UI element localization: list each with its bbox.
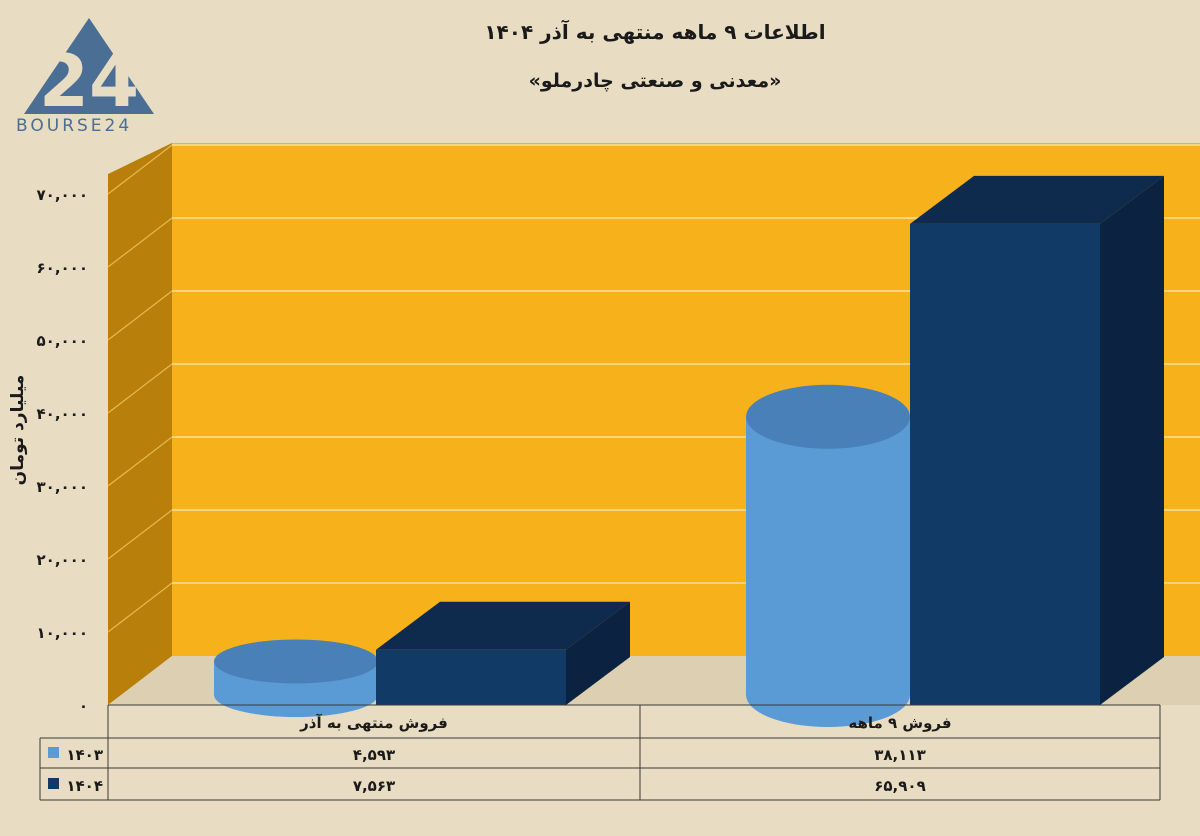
bar-1403-cat1 <box>214 639 378 717</box>
category-label: فروش ۹ ماهه <box>848 714 951 732</box>
chart-title: اطلاعات ۹ ماهه منتهی به آذر ۱۴۰۴ <box>484 20 826 44</box>
gridline-side <box>107 144 173 195</box>
data-label: ۳۸,۱۱۳ <box>874 746 925 764</box>
data-label: ۶۵,۹۰۹ <box>874 777 925 795</box>
gridline-side <box>107 217 173 268</box>
legend-label: ۱۴۰۴ <box>66 777 103 795</box>
gridline-side <box>107 509 173 560</box>
y-tick-label: ۵۰,۰۰۰ <box>37 332 88 350</box>
y-tick-label: ۷۰,۰۰۰ <box>37 186 88 204</box>
data-label: ۷,۵۶۳ <box>353 777 395 795</box>
y-tick-label: ۶۰,۰۰۰ <box>37 259 88 277</box>
bar-1403-cat2 <box>746 384 910 727</box>
y-tick-label: ۳۰,۰۰۰ <box>37 478 88 496</box>
legend-swatch <box>48 778 59 789</box>
bar-1404-cat2 <box>910 175 1164 705</box>
gridline-side <box>107 582 173 633</box>
gridline-side <box>107 290 173 341</box>
chart-subtitle: «معدنی و صنعتی چادرملو» <box>528 70 782 92</box>
svg-text:24: 24 <box>39 39 139 123</box>
category-label: فروش منتهی به آذر <box>299 714 448 732</box>
y-tick-label: ۰ <box>79 697 88 715</box>
bar-1404-cat1 <box>376 601 630 705</box>
y-tick-label: ۴۰,۰۰۰ <box>37 405 88 423</box>
legend-swatch <box>48 747 59 758</box>
chart-side-wall <box>108 143 172 705</box>
y-tick-label: ۱۰,۰۰۰ <box>37 624 88 642</box>
data-label: ۴,۵۹۳ <box>353 746 395 764</box>
gridline-side <box>107 436 173 487</box>
y-tick-label: ۲۰,۰۰۰ <box>37 551 88 569</box>
legend-label: ۱۴۰۳ <box>66 746 103 764</box>
logo-text: BOURSE24 <box>16 116 133 136</box>
bourse24-logo: 24 <box>24 18 154 123</box>
gridline-side <box>107 363 173 414</box>
